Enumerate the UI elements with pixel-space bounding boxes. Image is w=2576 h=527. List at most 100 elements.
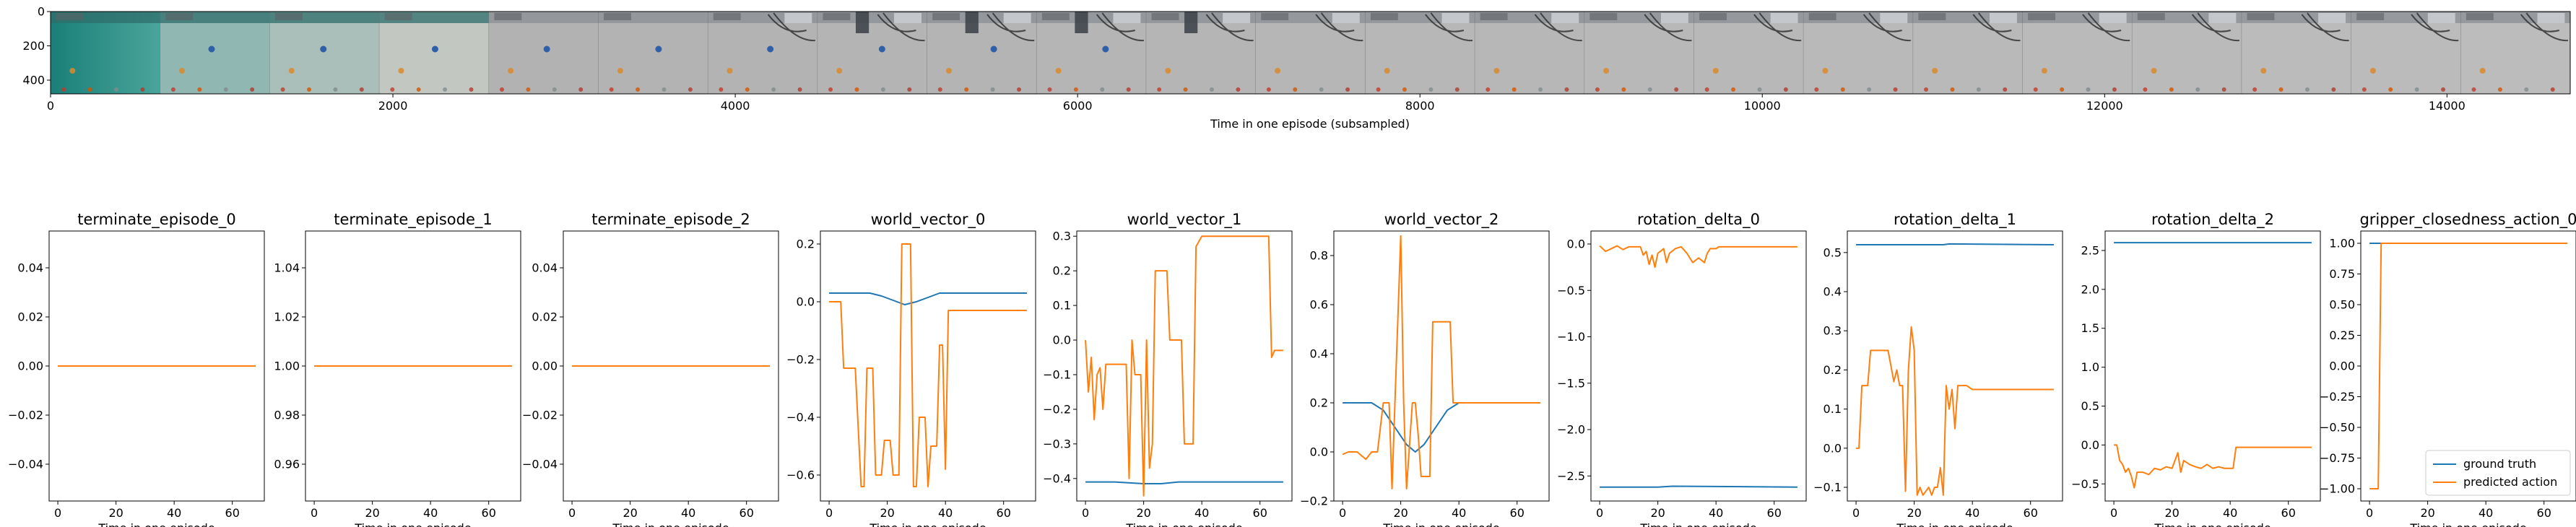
- y-tick-label: 0.5: [2081, 399, 2099, 413]
- subplot-world_vector_0: world_vector_0 0 20 40 60 −0.6 −0.4 −0.2 0.0 0.2 T…: [786, 211, 1036, 527]
- subplot-title: rotation_delta_0: [1637, 211, 1760, 229]
- x-tick-label: 60: [2281, 506, 2296, 520]
- legend: ground truth predicted action: [2425, 450, 2571, 496]
- axes-frame: [305, 230, 521, 502]
- episode-frame: [927, 12, 1037, 94]
- x-tick-label: 0: [2110, 506, 2117, 520]
- subplot-title: world_vector_2: [1384, 211, 1499, 229]
- episode-frame: [2460, 12, 2571, 94]
- axes-frame: [2360, 230, 2576, 502]
- y-tick-label: 0.4: [1310, 347, 1328, 361]
- y-tick-label: −0.75: [2320, 451, 2355, 465]
- series-line-predicted-action: [1085, 235, 1283, 497]
- episode-frame: [598, 12, 708, 94]
- x-tick-label: 40: [938, 506, 953, 520]
- x-tick-label: 20: [880, 506, 894, 520]
- series-line-ground-truth: [1856, 243, 2054, 245]
- y-tick-label: 1.04: [274, 261, 300, 275]
- episode-frames: [50, 12, 2571, 94]
- y-tick-label: 0.0: [1567, 237, 1585, 251]
- x-tick-label: 40: [1194, 506, 1209, 520]
- x-tick-label: 0: [1339, 506, 1346, 520]
- y-tick-label: 0.2: [797, 238, 815, 251]
- episode-frame: [1255, 12, 1366, 94]
- y-tick-label: 1.5: [2081, 321, 2099, 335]
- x-tick-label: 20: [1650, 506, 1665, 520]
- x-tick-label: 60: [740, 506, 754, 520]
- x-tick-label: 20: [365, 506, 379, 520]
- subplot-title: terminate_episode_1: [334, 211, 493, 229]
- subplot-terminate_episode_2: terminate_episode_2 0 20 40 60 −0.04 −0.02 0.00…: [522, 211, 779, 527]
- series-line-ground-truth: [1343, 402, 1540, 453]
- y-tick-label: 0.25: [2329, 328, 2355, 342]
- series-line-ground-truth: [1085, 481, 1283, 485]
- y-tick-label: −0.02: [522, 409, 558, 422]
- episode-frame: [1694, 12, 1804, 94]
- x-axis-label: Time in one episode: [97, 521, 214, 527]
- episode-frame: [2351, 12, 2461, 94]
- y-tick-label: −1.0: [1557, 330, 1585, 344]
- filmstrip-frame: [50, 11, 2571, 95]
- x-tick-label: 60: [2537, 506, 2551, 520]
- x-tick-label: 20: [1136, 506, 1150, 520]
- filmstrip-y-ticks: 0 200 400: [22, 5, 51, 87]
- x-tick-label: 20: [1393, 506, 1408, 520]
- episode-frame: [817, 12, 928, 94]
- x-tick-label: 0: [1852, 506, 1860, 520]
- x-tick-label: 60: [1253, 506, 1267, 520]
- x-tick-label: 20: [108, 506, 123, 520]
- subplot-terminate_episode_0: terminate_episode_0 0 20 40 60 −0.04 −0.02 0.00…: [8, 211, 265, 527]
- y-tick-label: −1.00: [2320, 482, 2355, 496]
- y-tick-label: 0.0: [1823, 441, 1842, 455]
- legend-label-ground-truth: ground truth: [2463, 457, 2536, 471]
- x-axis-label: Time in one episode: [1382, 521, 1499, 527]
- filmstrip-x-tick-label: 8000: [1405, 99, 1435, 113]
- x-tick-label: 0: [825, 506, 833, 520]
- y-tick-label: 0.98: [274, 409, 300, 422]
- x-tick-label: 60: [225, 506, 240, 520]
- y-tick-label: 0.04: [532, 261, 558, 275]
- filmstrip-x-tick-label: 6000: [1063, 99, 1093, 113]
- y-tick-label: −2.5: [1557, 469, 1585, 483]
- action-plots: terminate_episode_00 20 40 60−0.04−0.020.00…: [8, 211, 2576, 527]
- series-line-predicted-action: [2114, 444, 2312, 489]
- filmstrip-x-tick-label: 10000: [1744, 99, 1781, 113]
- y-tick-label: 1.02: [274, 310, 300, 324]
- y-tick-label: 0.00: [17, 360, 43, 373]
- axes-frame: [2104, 230, 2321, 502]
- y-tick-label: 2.0: [2081, 282, 2099, 296]
- x-tick-label: 60: [997, 506, 1011, 520]
- y-tick-label: −0.25: [2320, 390, 2355, 404]
- series-line-predicted-action: [1856, 326, 2054, 496]
- x-tick-label: 40: [2223, 506, 2237, 520]
- y-tick-label: 0.1: [1053, 299, 1071, 313]
- y-tick-label: −0.2: [1043, 402, 1071, 416]
- subplot-title: terminate_episode_0: [77, 211, 236, 229]
- subplot-world_vector_1: world_vector_1 0 20 40 60 −0.4 −0.3 −0.2 −0.1 0.0…: [1043, 211, 1293, 527]
- y-tick-label: 0.02: [17, 310, 43, 324]
- subplot-world_vector_2: world_vector_2 0 20 40 60 −0.2 0.0 0.2 0.4 0.6 0.8…: [1300, 211, 1550, 527]
- x-tick-label: 60: [482, 506, 496, 520]
- episode-frame: [1474, 12, 1585, 94]
- filmstrip-x-tick-label: 0: [47, 99, 54, 113]
- episode-frame: [269, 12, 380, 94]
- subplot-rotation_delta_2: rotation_delta_2 0 20 40 60 −0.5 0.0 0.5 1.0 1.5 2…: [2071, 211, 2321, 527]
- y-tick-label: 0.50: [2329, 298, 2355, 312]
- y-tick-label: 0.00: [2329, 360, 2355, 373]
- x-tick-label: 0: [2366, 506, 2373, 520]
- y-tick-label: 1.0: [2081, 360, 2099, 374]
- episode-frame: [488, 12, 599, 94]
- x-axis-label: Time in one episode: [869, 521, 986, 527]
- y-tick-label: −2.0: [1557, 423, 1585, 437]
- axes-frame: [820, 230, 1036, 502]
- filmstrip-x-tick-label: 2000: [378, 99, 408, 113]
- subplot-title: world_vector_1: [1127, 211, 1242, 229]
- axes-frame: [1333, 230, 1550, 502]
- legend-label-predicted-action: predicted action: [2463, 475, 2557, 489]
- y-tick-label: 1.00: [274, 360, 300, 373]
- y-tick-label: 0.75: [2329, 267, 2355, 281]
- y-tick-label: −0.1: [1813, 481, 1842, 495]
- x-tick-label: 20: [2420, 506, 2434, 520]
- y-tick-label: 1.00: [2329, 237, 2355, 251]
